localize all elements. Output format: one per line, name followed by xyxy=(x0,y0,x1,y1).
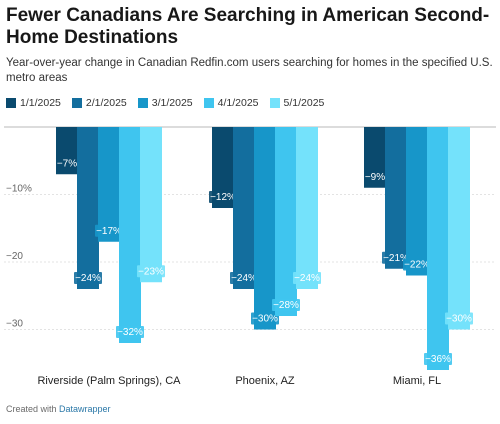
data-label-bg xyxy=(137,265,165,278)
legend-item: 1/1/2025 xyxy=(6,97,61,109)
bar xyxy=(406,127,428,276)
bar xyxy=(140,127,162,283)
bar xyxy=(427,127,449,370)
data-label-bg xyxy=(364,170,386,183)
data-label-bg xyxy=(116,326,144,338)
bar xyxy=(254,127,276,330)
data-label: −24% xyxy=(75,273,101,284)
data-label-bg xyxy=(403,258,431,271)
chart-subtitle: Year-over-year change in Canadian Redfin… xyxy=(6,57,493,84)
data-label: −22% xyxy=(404,260,430,271)
category-label: Miami, FL xyxy=(393,375,441,387)
legend-item: 2/1/2025 xyxy=(71,97,127,109)
bar-chart: −10% −20 −30 −7% −24% −17% −32% −23% Riverside (… xyxy=(4,126,496,387)
legend-swatch xyxy=(203,98,214,108)
data-label: −30% xyxy=(446,314,472,325)
data-label: −30% xyxy=(252,314,278,325)
bar xyxy=(119,127,141,343)
legend-item: 5/1/2025 xyxy=(269,97,325,109)
legend-label: 4/1/2025 xyxy=(217,97,259,109)
legend-label: 5/1/2025 xyxy=(283,97,325,109)
footer: Created with Datawrapper xyxy=(6,404,111,414)
data-label: −36% xyxy=(425,354,451,365)
bar xyxy=(77,127,99,289)
data-label-bg xyxy=(95,224,123,237)
legend: 1/1/2025 2/1/2025 3/1/2025 4/1/2025 5/1/… xyxy=(6,97,494,109)
data-label-bg xyxy=(74,272,102,284)
data-label: −28% xyxy=(273,300,299,311)
legend-label: 1/1/2025 xyxy=(20,97,61,109)
legend-swatch xyxy=(71,98,82,108)
bar xyxy=(296,127,318,289)
legend-label: 2/1/2025 xyxy=(85,97,127,109)
data-label-bg xyxy=(445,312,473,325)
data-label: −7% xyxy=(57,158,77,169)
bar xyxy=(233,127,255,289)
bar xyxy=(385,127,407,269)
data-label: −9% xyxy=(365,172,385,183)
footer-prefix: Created with xyxy=(6,404,60,414)
datawrapper-link[interactable]: Datawrapper xyxy=(59,404,111,414)
data-label: −24% xyxy=(231,273,257,284)
legend-swatch xyxy=(137,98,148,108)
bar xyxy=(98,127,120,242)
legend-item: 3/1/2025 xyxy=(137,97,193,109)
data-label-bg xyxy=(424,353,452,365)
bar xyxy=(448,127,470,330)
data-label: −32% xyxy=(117,327,143,338)
y-tick-label: −30 xyxy=(6,319,23,330)
data-label-bg xyxy=(272,299,300,311)
legend-swatch xyxy=(6,98,16,108)
data-label: −17% xyxy=(96,226,122,237)
y-tick-label: −20 xyxy=(6,251,23,262)
category-label: Riverside (Palm Springs), CA xyxy=(37,375,181,387)
bar xyxy=(275,127,297,316)
data-label-bg xyxy=(251,312,279,325)
data-label: −21% xyxy=(383,253,409,264)
legend-swatch xyxy=(269,98,280,108)
data-label-bg xyxy=(209,191,237,203)
data-label-bg xyxy=(230,272,258,284)
category-label: Phoenix, AZ xyxy=(235,375,295,387)
y-tick-label: −10% xyxy=(6,184,32,195)
data-label-bg xyxy=(293,272,321,284)
data-label: −12% xyxy=(210,192,236,203)
bar xyxy=(212,127,234,208)
legend-label: 3/1/2025 xyxy=(151,97,193,109)
chart-title: Fewer Canadians Are Searching in America… xyxy=(6,5,490,48)
legend-item: 4/1/2025 xyxy=(203,97,259,109)
data-label-bg xyxy=(56,157,78,170)
data-label: −24% xyxy=(294,273,320,284)
data-label: −23% xyxy=(138,266,164,277)
